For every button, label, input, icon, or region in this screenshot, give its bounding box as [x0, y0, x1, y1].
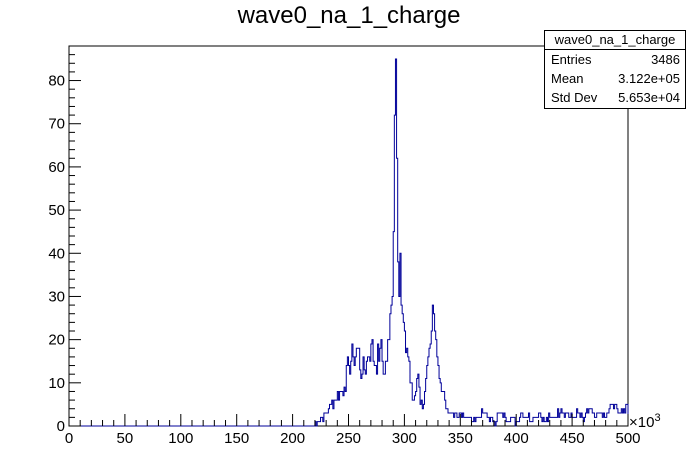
y-tick-label: 70 — [48, 116, 65, 133]
histogram-line — [69, 58, 629, 427]
y-tick-label: 20 — [48, 332, 65, 349]
x-tick-label: 400 — [504, 430, 529, 447]
x-tick-label: 250 — [336, 430, 361, 447]
x-tick-label: 150 — [224, 430, 249, 447]
y-tick-label: 0 — [57, 418, 65, 435]
mean-label: Mean — [551, 71, 584, 86]
y-tick-label: 10 — [48, 375, 65, 392]
entries-value: 3486 — [651, 52, 680, 67]
stddev-label: Std Dev — [551, 90, 598, 105]
x-tick-label: 500 — [615, 430, 640, 447]
stddev-value: 5.653e+04 — [618, 90, 680, 105]
entries-label: Entries — [551, 52, 592, 67]
x-axis-ticks: 0 50 100 150 200 250 300 350 400 450 500 — [65, 414, 641, 447]
x-multiplier-label: ×103 — [629, 412, 661, 431]
x-tick-label: 450 — [560, 430, 585, 447]
y-tick-label: 50 — [48, 202, 65, 219]
x-tick-label: 350 — [448, 430, 473, 447]
y-tick-label: 30 — [48, 288, 65, 305]
stats-box-title: wave0_na_1_charge — [545, 31, 685, 50]
x-tick-label: 200 — [280, 430, 305, 447]
stats-mean-row: Mean 3.122e+05 — [545, 69, 685, 88]
stats-box: wave0_na_1_charge Entries 3486 Mean 3.12… — [544, 30, 686, 109]
y-tick-label: 80 — [48, 73, 65, 90]
y-axis-ticks: 0 10 20 30 40 50 60 70 80 — [48, 45, 81, 435]
x-tick-label: 300 — [392, 430, 417, 447]
mean-value: 3.122e+05 — [618, 71, 680, 86]
x-tick-label: 100 — [168, 430, 193, 447]
x-tick-label: 50 — [117, 430, 134, 447]
x-tick-label: 0 — [65, 430, 73, 447]
chart-title: wave0_na_1_charge — [237, 2, 461, 29]
y-tick-label: 40 — [48, 245, 65, 262]
histogram-series — [69, 58, 629, 427]
y-tick-label: 60 — [48, 159, 65, 176]
stats-stddev-row: Std Dev 5.653e+04 — [545, 88, 685, 107]
stats-entries-row: Entries 3486 — [545, 50, 685, 69]
